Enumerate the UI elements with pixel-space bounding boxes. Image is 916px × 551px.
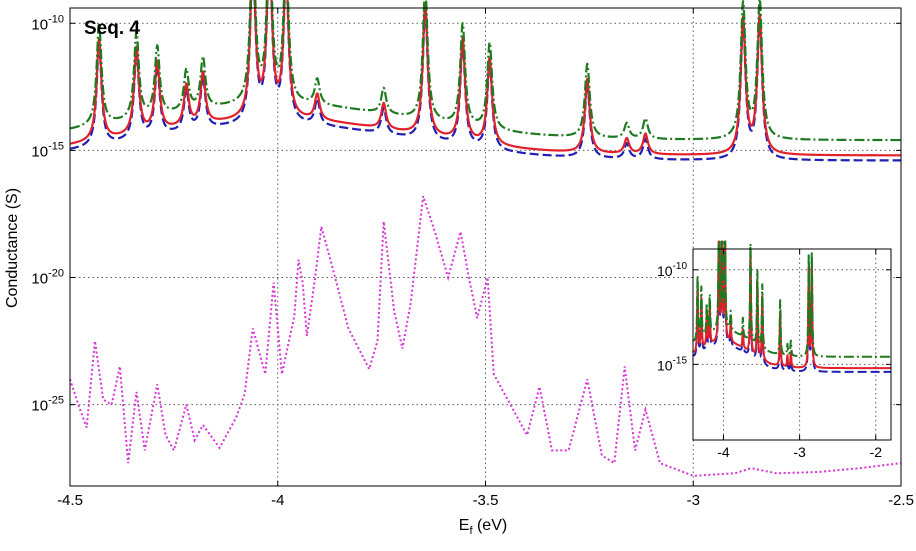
y-tick-exponent: -15 <box>673 355 688 366</box>
main-grid <box>70 8 901 486</box>
y-tick-exponent: -25 <box>48 395 64 407</box>
y-tick-label: 10-20 <box>31 268 64 288</box>
y-tick-label: 10-15 <box>31 140 64 160</box>
x-axis-title-main: E <box>459 517 470 534</box>
x-tick-label: -4 <box>717 444 730 460</box>
y-tick-label: 10-10 <box>31 13 64 33</box>
x-axis-title-unit: (eV) <box>473 517 508 534</box>
y-tick-exponent: -15 <box>48 140 64 152</box>
inset-series <box>692 240 892 373</box>
x-tick-label: -2.5 <box>888 492 914 509</box>
y-tick-base: 10 <box>31 16 48 33</box>
x-tick-label: -3.5 <box>473 492 499 509</box>
x-axis-title: Ef (eV) <box>459 517 507 537</box>
series-green <box>69 0 902 142</box>
y-tick-base: 10 <box>31 398 48 415</box>
y-axis-title: Conductance (S) <box>4 188 21 308</box>
x-tick-label: -2 <box>870 444 883 460</box>
y-tick-base: 10 <box>657 263 673 279</box>
y-tick-exponent: -20 <box>48 268 64 280</box>
main-series <box>69 0 902 477</box>
x-tick-label: -3 <box>793 444 806 460</box>
series-green <box>692 240 892 358</box>
y-tick-exponent: -10 <box>48 13 64 25</box>
x-axis-title-sub: f <box>469 525 473 537</box>
x-tick-label: -3 <box>687 492 700 509</box>
y-tick-label: 10-10 <box>657 261 687 279</box>
y-tick-base: 10 <box>31 271 48 288</box>
y-tick-label: 10-15 <box>657 355 687 373</box>
y-tick-exponent: -10 <box>673 261 688 272</box>
x-tick-label: -4.5 <box>57 492 83 509</box>
y-tick-label: 10-25 <box>31 395 64 415</box>
y-tick-base: 10 <box>657 357 673 373</box>
panel-label: Seq. 4 <box>84 18 140 39</box>
inset-axes-frame <box>692 248 892 441</box>
x-tick-label: -4 <box>271 492 284 509</box>
y-tick-base: 10 <box>31 143 48 160</box>
